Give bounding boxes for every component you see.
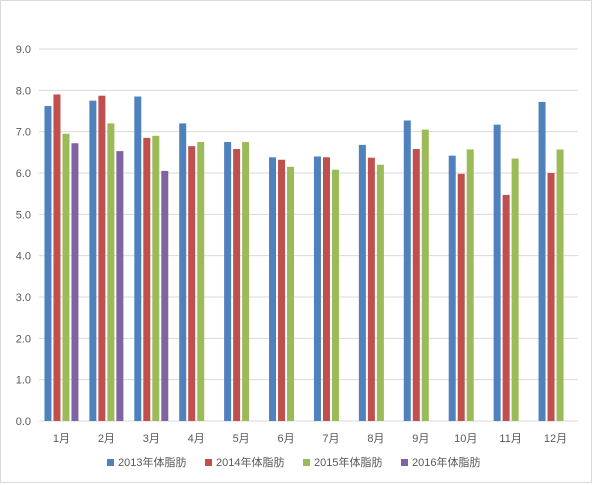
bar (269, 157, 277, 421)
bar (493, 124, 501, 421)
bar (179, 123, 187, 422)
x-tick-label: 4月 (188, 433, 205, 445)
bar (502, 194, 510, 421)
y-tick-label: 0.0 (16, 416, 31, 428)
bar (89, 100, 97, 422)
bar (538, 101, 546, 421)
legend-swatch (205, 459, 212, 466)
bar (511, 158, 519, 422)
y-tick-label: 9.0 (16, 44, 31, 56)
bar (62, 133, 70, 421)
x-tick-label: 2月 (98, 433, 115, 445)
bar (403, 120, 411, 422)
bar (44, 106, 52, 421)
y-tick-label: 6.0 (16, 168, 31, 180)
bar (197, 142, 205, 421)
x-tick-label: 3月 (143, 433, 160, 445)
legend-label: 2014年体脂肪 (216, 455, 284, 469)
x-tick-label: 6月 (277, 433, 294, 445)
bar (457, 173, 465, 421)
bar (188, 146, 196, 421)
y-tick-label: 7.0 (16, 127, 31, 139)
x-tick-label: 8月 (367, 433, 384, 445)
x-tick-label: 11月 (499, 433, 521, 445)
bar (367, 157, 375, 421)
bar (161, 170, 169, 421)
bar (278, 159, 286, 422)
y-tick-label: 3.0 (16, 292, 31, 304)
bar (116, 151, 124, 422)
bar (358, 144, 366, 422)
bar (412, 149, 420, 421)
bar (107, 123, 115, 422)
bar (53, 94, 61, 421)
bar (98, 95, 106, 421)
bar (152, 135, 160, 422)
bar (547, 173, 555, 421)
bar (242, 142, 250, 421)
bar (233, 149, 241, 421)
bar (421, 129, 429, 421)
bar (322, 157, 330, 421)
y-tick-label: 4.0 (16, 251, 31, 263)
x-tick-label: 5月 (233, 433, 250, 445)
legend-label: 2016年体脂肪 (412, 455, 480, 469)
legend-swatch (303, 459, 310, 466)
bar (71, 143, 79, 422)
bar (448, 155, 456, 421)
bar (466, 149, 474, 421)
y-tick-label: 2.0 (16, 333, 31, 345)
bar (556, 149, 564, 421)
legend-label: 2015年体脂肪 (314, 455, 382, 469)
bar (313, 156, 321, 421)
y-tick-label: 1.0 (16, 375, 31, 387)
y-tick-label: 8.0 (16, 85, 31, 97)
x-tick-label: 12月 (544, 433, 567, 445)
x-tick-label: 10月 (454, 433, 477, 445)
x-tick-label: 9月 (412, 433, 429, 445)
legend-swatch (107, 459, 114, 466)
bar (376, 164, 384, 421)
bar (143, 137, 151, 421)
bar (224, 142, 232, 421)
bar (134, 96, 142, 422)
legend-swatch (401, 459, 408, 466)
x-tick-label: 7月 (322, 433, 339, 445)
y-tick-label: 5.0 (16, 209, 31, 221)
x-tick-label: 1月 (53, 433, 70, 445)
legend-label: 2013年体脂肪 (118, 455, 186, 469)
bar (287, 166, 295, 421)
bar (331, 169, 339, 421)
